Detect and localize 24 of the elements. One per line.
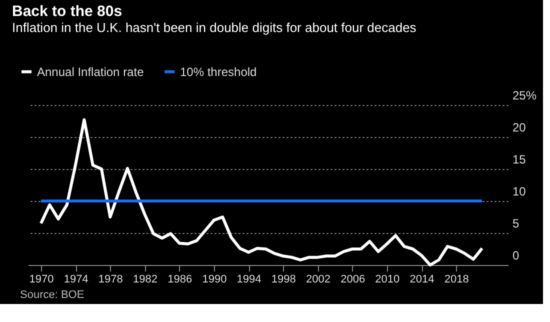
x-tick-label: 1990 bbox=[202, 274, 227, 286]
y-tick-label: 20 bbox=[512, 120, 526, 134]
x-tick-label: 1986 bbox=[168, 274, 192, 286]
x-tick-label: 1998 bbox=[271, 274, 296, 286]
chart-title: Back to the 80s bbox=[12, 3, 122, 20]
y-tick-label: 5 bbox=[512, 216, 520, 230]
legend-label: 10% threshold bbox=[180, 64, 257, 79]
x-tick-label: 2010 bbox=[375, 274, 400, 286]
x-tick-label: 1974 bbox=[64, 274, 88, 286]
y-tick-label: 25% bbox=[512, 88, 537, 102]
legend-label: Annual Inflation rate bbox=[37, 64, 144, 79]
x-tick-label: 1978 bbox=[98, 274, 123, 286]
x-tick-label: 2018 bbox=[444, 274, 469, 286]
y-tick-label: 0 bbox=[512, 248, 520, 262]
chart-subtitle: Inflation in the U.K. hasn't been in double digits for about four decades bbox=[12, 20, 417, 35]
x-tick-label: 1994 bbox=[236, 274, 262, 286]
x-tick-label: 1970 bbox=[29, 274, 54, 286]
x-tick-label: 1982 bbox=[133, 274, 158, 286]
x-tick-label: 2014 bbox=[410, 274, 434, 286]
x-tick-label: 2002 bbox=[306, 274, 330, 286]
x-tick-label: 2006 bbox=[340, 274, 366, 286]
y-tick-label: 15 bbox=[512, 152, 526, 166]
source-note: Source: BOE bbox=[20, 289, 84, 301]
y-tick-label: 10 bbox=[512, 184, 526, 198]
